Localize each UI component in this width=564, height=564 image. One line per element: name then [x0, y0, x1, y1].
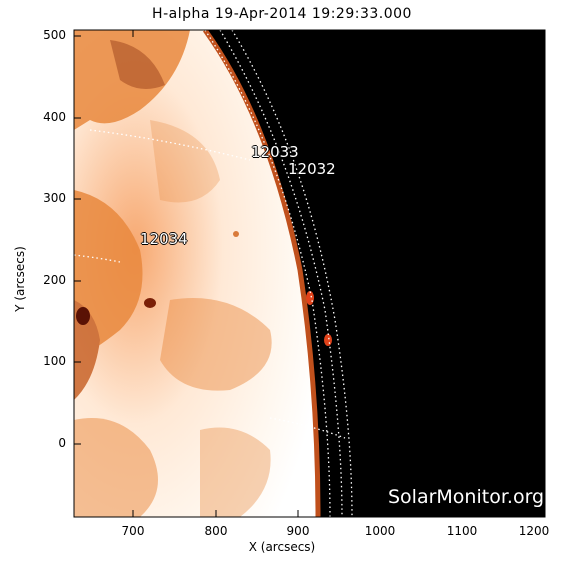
- sunspot-center: [144, 298, 156, 308]
- region-label-12033: 12033: [251, 143, 299, 161]
- plot-frame: [73, 29, 546, 518]
- image-title: H-alpha 19-Apr-2014 19:29:33.000: [152, 6, 412, 22]
- region-label-12034: 12034: [140, 230, 188, 248]
- y-tick-label: 500: [43, 28, 66, 42]
- y-axis-label: Y (arcsecs): [13, 246, 27, 312]
- active-patches: [74, 30, 272, 517]
- credit-watermark: SolarMonitor.org: [388, 486, 545, 508]
- coordinate-grid: [74, 30, 353, 517]
- x-tick-marks: [132, 30, 545, 517]
- x-tick-label: 700: [121, 524, 145, 538]
- y-tick-label: 300: [43, 191, 66, 205]
- x-axis-label: X (arcsecs): [248, 540, 316, 554]
- x-tick-label: 900: [286, 524, 310, 538]
- x-tick-label: 800: [204, 524, 228, 538]
- x-tick-label: 1200: [518, 524, 550, 538]
- x-tick-label: 1000: [364, 524, 396, 538]
- x-tick-label: 1100: [446, 524, 478, 538]
- bright-point: [233, 231, 239, 237]
- y-tick-label: 0: [58, 436, 66, 450]
- solar-limb: [202, 30, 321, 517]
- y-tick-label: 400: [43, 110, 66, 124]
- sunspot-left: [76, 307, 90, 325]
- prominence-2: [324, 334, 332, 346]
- y-tick-marks: [74, 35, 545, 445]
- y-tick-label: 100: [43, 354, 66, 368]
- prominence-1: [306, 291, 314, 305]
- solar-disk: [74, 30, 318, 517]
- y-tick-label: 200: [43, 273, 66, 287]
- region-label-12032: 12032: [288, 160, 336, 178]
